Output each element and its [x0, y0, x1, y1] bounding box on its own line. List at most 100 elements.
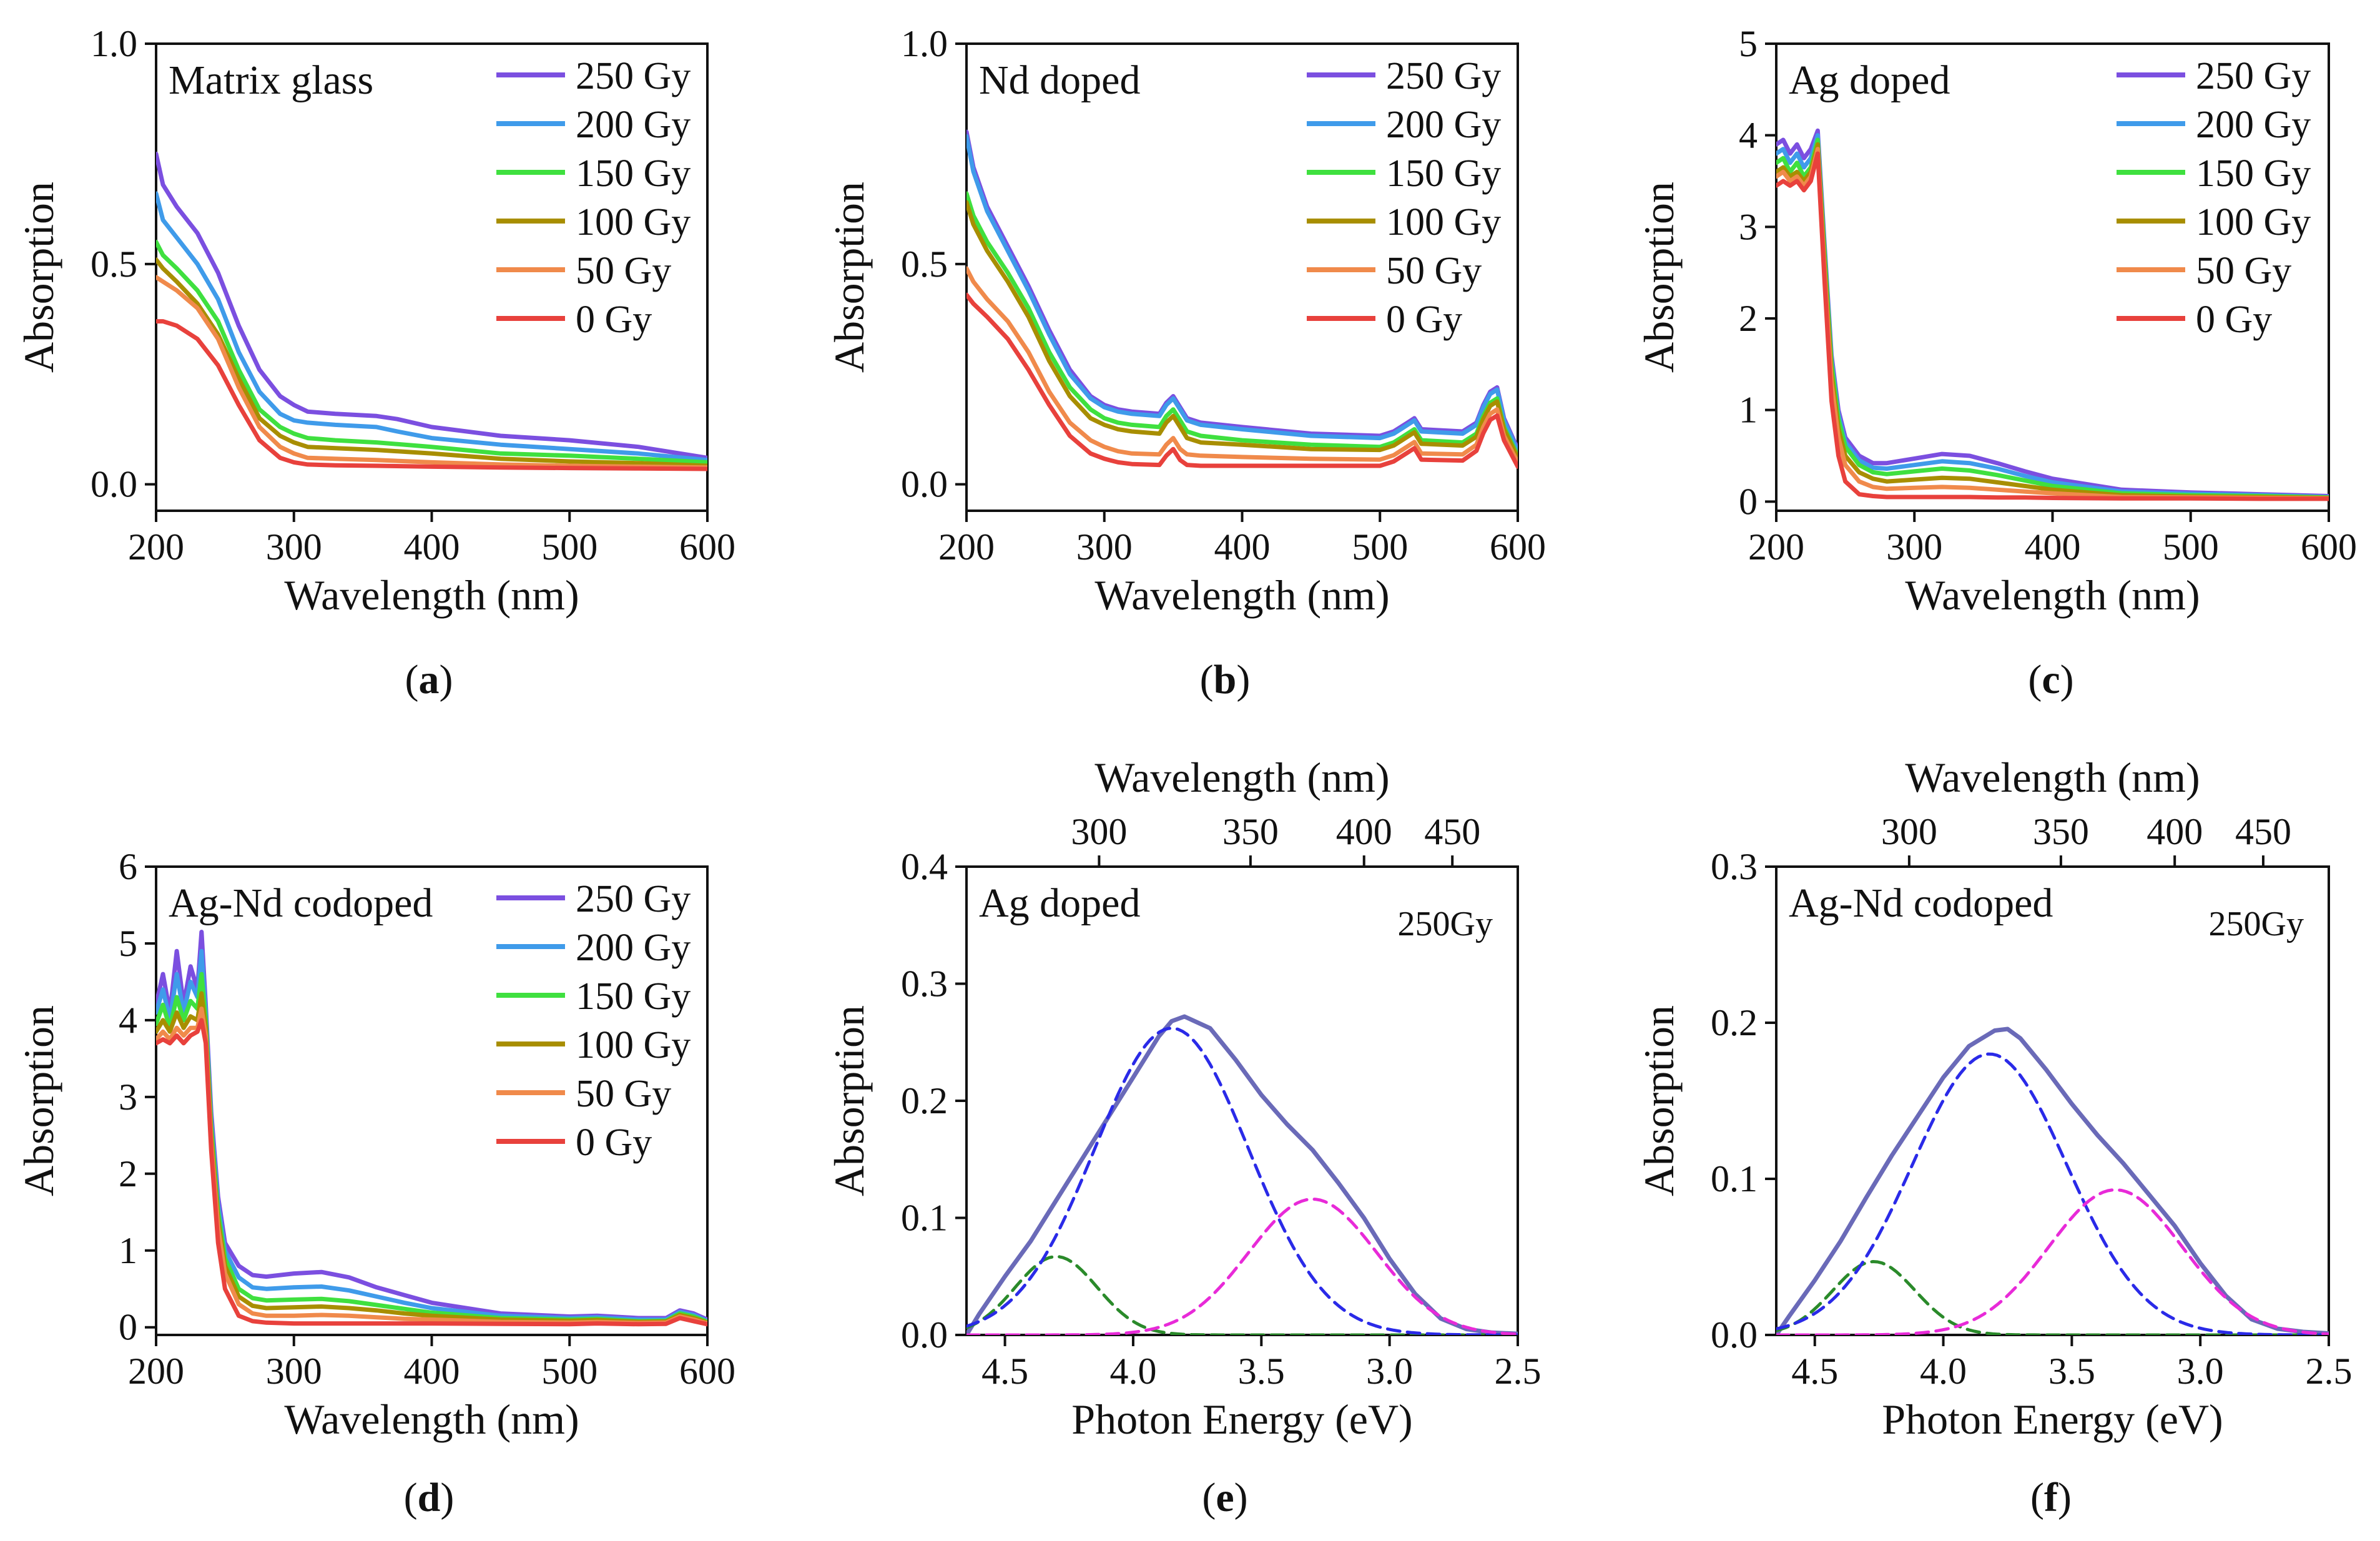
panel-title: Nd doped [979, 57, 1140, 103]
x-tick-label: 2.5 [1495, 1351, 1542, 1392]
x-tick-label: 200 [938, 526, 995, 568]
x-tick-label: 3.0 [1366, 1351, 1413, 1392]
y-tick-label: 3 [1739, 206, 1758, 247]
caption-open-paren: ( [1202, 1475, 1216, 1520]
caption-letter: e [1216, 1475, 1234, 1520]
y-tick-label: 1.0 [901, 23, 948, 64]
top-x-tick-label: 300 [1071, 811, 1127, 852]
y-tick-label: 0.1 [1711, 1158, 1758, 1199]
series-group [966, 1014, 1518, 1335]
y-tick-label: 6 [119, 846, 137, 887]
legend-label: 250 Gy [576, 55, 691, 97]
x-axis-label: Wavelength (nm) [1905, 571, 2200, 619]
x-tick-label: 200 [1748, 526, 1804, 568]
panel-b: 200 300 400 500 600 0.0 0.5 1.0 Wavelength (nm) A… [825, 23, 1546, 702]
series-line-0-gy [156, 1018, 707, 1327]
y-tick-label: 0 [119, 1307, 137, 1348]
series-line-100-gy [156, 257, 707, 468]
y-tick-label: 1 [1739, 390, 1758, 431]
x-tick-label: 500 [2163, 526, 2219, 568]
panel-title: Ag-Nd codoped [169, 880, 433, 926]
caption-close-paren: ) [1234, 1475, 1248, 1520]
x-tick-label: 300 [266, 526, 322, 568]
caption-open-paren: ( [405, 657, 419, 702]
y-tick-label: 0.5 [901, 244, 948, 285]
x-tick-label: 500 [1352, 526, 1408, 568]
dose-annotation: 250Gy [2209, 905, 2304, 943]
series-line-gaussian-3 [966, 1198, 1518, 1335]
legend-label: 100 Gy [576, 1024, 691, 1066]
caption-open-paren: ( [2028, 657, 2042, 702]
y-tick-label: 5 [119, 923, 137, 964]
series-line-200-gy [156, 191, 707, 463]
y-tick-label: 0.0 [91, 464, 137, 505]
x-tick-label: 400 [2025, 526, 2081, 568]
caption-letter: f [2044, 1475, 2058, 1520]
top-x-tick-label: 350 [2033, 811, 2089, 852]
y-axis-label: Absorption [15, 182, 62, 373]
x-tick-label: 3.5 [2048, 1351, 2095, 1392]
caption-open-paren: ( [404, 1475, 418, 1520]
x-tick-label: 600 [1490, 526, 1546, 568]
legend-label: 250 Gy [576, 878, 691, 920]
legend-label: 100 Gy [2196, 201, 2311, 244]
top-x-tick-label: 450 [2235, 811, 2291, 852]
x-tick-label: 4.5 [981, 1351, 1028, 1392]
panel-caption: (b) [1200, 657, 1251, 702]
y-axis-label: Absorption [825, 1005, 873, 1196]
x-axis-label: Wavelength (nm) [284, 1396, 579, 1443]
y-tick-label: 2 [119, 1153, 137, 1194]
y-tick-label: 1 [119, 1230, 137, 1271]
legend-label: 100 Gy [576, 201, 691, 244]
y-tick-label: 0.5 [91, 244, 137, 285]
series-line-200-gy [1776, 133, 2329, 500]
legend-label: 250 Gy [2196, 55, 2311, 97]
legend-label: 50 Gy [576, 1073, 671, 1115]
caption-close-paren: ) [1236, 657, 1250, 702]
series-line-0-gy [966, 292, 1518, 469]
caption-open-paren: ( [2030, 1475, 2044, 1520]
series-group [1776, 1027, 2329, 1335]
x-axis-label: Photon Energy (eV) [1071, 1396, 1412, 1443]
x-tick-label: 4.0 [1920, 1351, 1967, 1392]
series-line-100-gy [966, 200, 1518, 460]
x-tick-label: 300 [1076, 526, 1133, 568]
x-tick-label: 2.5 [2306, 1351, 2353, 1392]
y-tick-label: 2 [1739, 298, 1758, 339]
y-axis-label: Absorption [15, 1005, 62, 1196]
series-line-ag-nd-codoped-measured- [1776, 1027, 2329, 1335]
x-axis-label: Photon Energy (eV) [1882, 1396, 2223, 1443]
y-tick-label: 0.2 [901, 1080, 948, 1121]
panel-f: 4.5 4.0 3.5 3.0 2.5 0.0 0.1 0.2 0.3 Photon Energy… [1635, 754, 2353, 1520]
x-tick-label: 400 [1214, 526, 1271, 568]
legend-label: 100 Gy [1386, 201, 1501, 244]
legend-label: 50 Gy [2196, 250, 2291, 292]
legend-label: 150 Gy [576, 152, 691, 195]
top-x-tick-label: 300 [1881, 811, 1937, 852]
legend-label: 250 Gy [1386, 55, 1501, 97]
panel-d: 200 300 400 500 600 0 1 2 3 4 5 6 Wavelength (nm) Abs… [15, 846, 735, 1520]
series-line-gaussian-1 [966, 1255, 1518, 1335]
dose-annotation: 250Gy [1398, 905, 1493, 943]
y-tick-label: 4 [1739, 115, 1758, 156]
legend-label: 0 Gy [1386, 298, 1462, 341]
caption-letter: d [418, 1475, 441, 1520]
x-axis-label: Wavelength (nm) [284, 571, 579, 619]
series-line-gaussian-2 [1776, 1052, 2329, 1335]
series-line-50-gy [966, 266, 1518, 465]
x-tick-label: 300 [1886, 526, 1942, 568]
y-axis-label: Absorption [1635, 182, 1683, 373]
series-line-100-gy [1776, 142, 2329, 500]
y-tick-label: 4 [119, 1000, 137, 1041]
panel-e: 4.5 4.0 3.5 3.0 2.5 0.0 0.1 0.2 0.3 0.4 Photon Ene… [825, 754, 1542, 1520]
top-x-tick-label: 450 [1424, 811, 1480, 852]
x-tick-label: 3.5 [1238, 1351, 1285, 1392]
series-group [156, 930, 707, 1327]
x-tick-label: 4.0 [1109, 1351, 1156, 1392]
panel-title: Ag doped [979, 880, 1140, 926]
y-axis-label: Absorption [1635, 1005, 1683, 1196]
series-line-ag-doped-measured- [966, 1014, 1518, 1335]
top-x-axis-label: Wavelength (nm) [1905, 754, 2200, 801]
